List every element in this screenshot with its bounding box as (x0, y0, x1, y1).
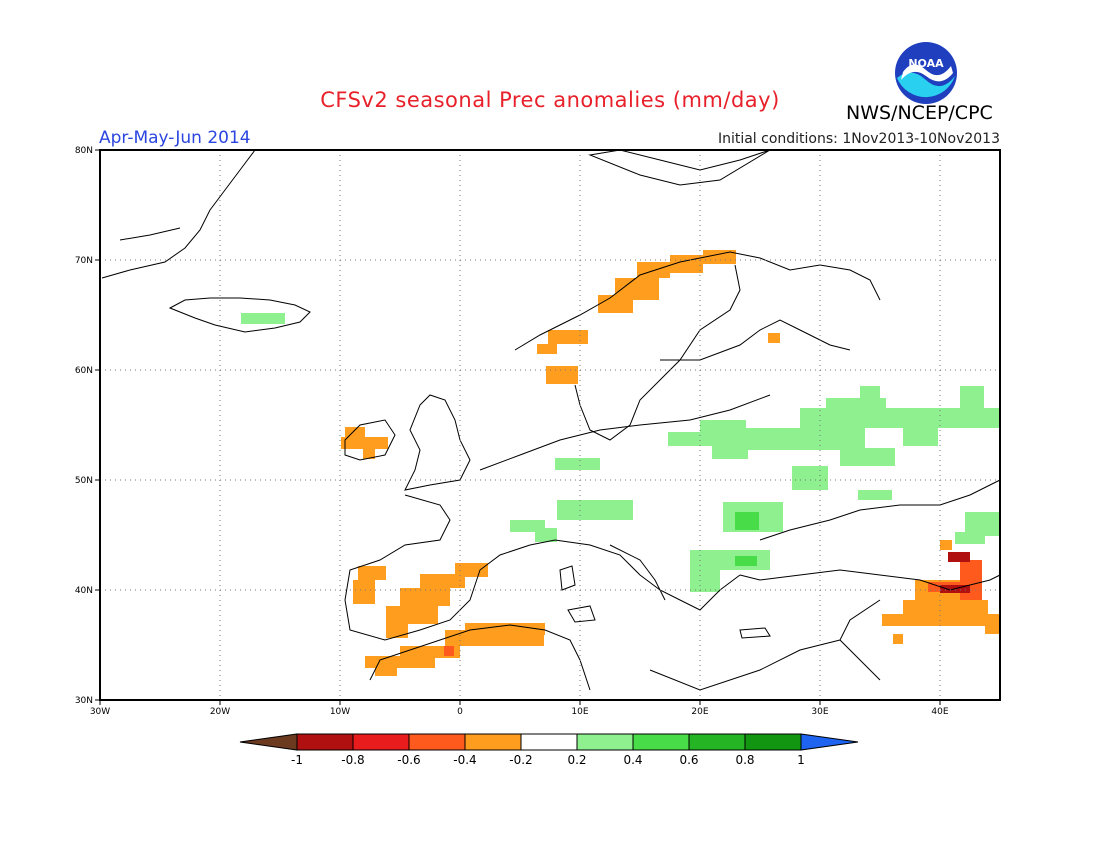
anomaly-africa-red (444, 646, 454, 656)
lon-tick-label: 20W (210, 707, 230, 717)
colorbar: -1 -0.8 -0.6 -0.4 -0.2 0.2 0.4 0.6 0.8 1 (239, 733, 859, 767)
anomaly-eastern-europe (555, 386, 1000, 536)
colorbar-label: -0.4 (453, 753, 476, 767)
colorbar-segment (352, 733, 410, 751)
lat-tick-label: 70N (75, 256, 93, 266)
lon-tick-label: 30W (90, 707, 110, 717)
lat-tick-label: 40N (75, 586, 93, 596)
lon-tick-label: 10W (330, 707, 350, 717)
initial-conditions-label: Initial conditions: 1Nov2013-10Nov2013 (717, 131, 1000, 147)
colorbar-segment (632, 733, 690, 751)
map-frame (99, 149, 1001, 701)
colorbar-label: 0.6 (679, 753, 698, 767)
lat-tick-label: 80N (75, 146, 93, 156)
anomaly-shading (241, 250, 1000, 676)
colorbar-label: -0.6 (397, 753, 420, 767)
colorbar-segment (520, 733, 578, 751)
colorbar-segment (576, 733, 634, 751)
anomaly-romania (735, 512, 759, 566)
anomaly-iceland (241, 313, 285, 324)
colorbar-segment (464, 733, 522, 751)
colorbar-segment (296, 733, 354, 751)
colorbar-label: -0.8 (341, 753, 364, 767)
anomaly-ireland (341, 427, 388, 459)
lon-tick-label: 20E (691, 707, 708, 717)
map-title: CFSv2 seasonal Prec anomalies (mm/day) (320, 88, 780, 112)
svg-text:NOAA: NOAA (908, 57, 944, 70)
colorbar-label: 0.4 (623, 753, 642, 767)
colorbar-segment (688, 733, 746, 751)
anomaly-norway (537, 250, 780, 384)
colorbar-label: -1 (291, 753, 303, 767)
season-label: Apr-May-Jun 2014 (99, 128, 251, 148)
graticule (100, 150, 1000, 700)
colorbar-label: 0.2 (567, 753, 586, 767)
colorbar-label: 1 (797, 753, 805, 767)
colorbar-high-arrow (800, 733, 859, 751)
colorbar-low-arrow (239, 733, 298, 751)
lon-tick-label: 0 (457, 707, 463, 717)
lon-tick-label: 10E (571, 707, 588, 717)
coastlines (101, 149, 1001, 691)
colorbar-segment (744, 733, 802, 751)
agency-label: NWS/NCEP/CPC (846, 102, 993, 124)
lat-tick-label: 30N (75, 696, 93, 706)
colorbar-label: 0.8 (735, 753, 754, 767)
colorbar-segment (408, 733, 466, 751)
lat-tick-label: 60N (75, 366, 93, 376)
lat-tick-label: 50N (75, 476, 93, 486)
anomaly-alps (510, 500, 633, 542)
colorbar-label: -0.2 (509, 753, 532, 767)
lon-tick-label: 40E (931, 707, 948, 717)
lon-tick-label: 30E (811, 707, 828, 717)
anomaly-balkans (690, 502, 985, 592)
noaa-logo-icon: NOAA (895, 42, 957, 104)
